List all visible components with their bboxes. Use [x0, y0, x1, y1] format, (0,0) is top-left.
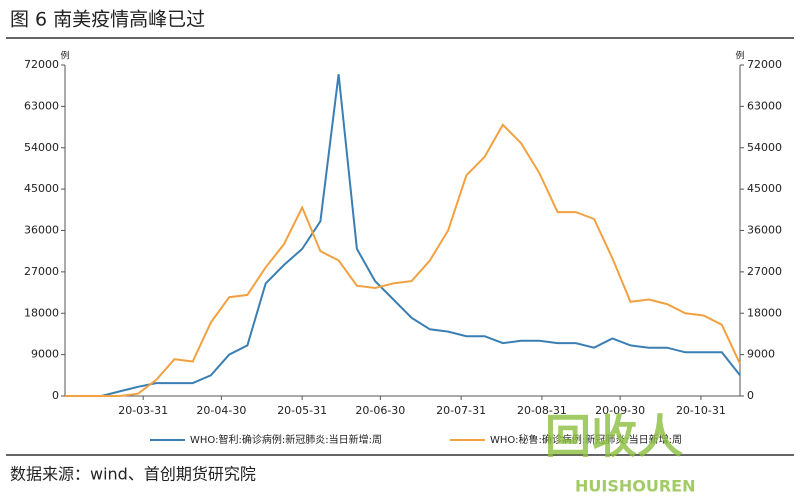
y-tick-label: 72000	[24, 58, 59, 71]
series-line	[65, 74, 741, 397]
x-tick-label: 20-03-31	[118, 404, 168, 417]
y2-tick-label: 0	[747, 389, 754, 402]
watermark: 回收人 HUISHOUREN	[545, 410, 695, 496]
y-tick-label: 36000	[24, 224, 59, 237]
x-tick-label: 20-06-30	[355, 404, 405, 417]
legend-label: WHO:智利:确诊病例:新冠肺炎:当日新增:周	[190, 433, 382, 446]
y2-unit: 例	[735, 50, 744, 62]
y-tick-label: 27000	[24, 265, 59, 278]
y2-tick-label: 63000	[747, 99, 782, 112]
y-tick-label: 45000	[24, 182, 59, 195]
x-tick-label: 20-09-30	[595, 404, 645, 417]
watermark-text: 回收人	[545, 410, 683, 464]
x-tick-label: 20-05-31	[277, 404, 327, 417]
y-unit: 例	[60, 50, 69, 62]
y2-tick-label: 18000	[747, 306, 782, 319]
y2-tick-label: 54000	[747, 141, 782, 154]
y-tick-label: 9000	[31, 348, 59, 361]
x-tick-label: 20-04-30	[196, 404, 246, 417]
x-tick-label: 20-08-31	[517, 404, 567, 417]
y2-tick-label: 72000	[747, 58, 782, 71]
y-tick-label: 54000	[24, 141, 59, 154]
x-tick-label: 20-10-31	[676, 404, 726, 417]
series-line	[65, 123, 741, 397]
y2-tick-label: 45000	[747, 182, 782, 195]
y-tick-label: 18000	[24, 306, 59, 319]
y-tick-label: 63000	[24, 99, 59, 112]
legend-label: WHO:秘鲁:确诊病例:新冠肺炎:当日新增:周	[490, 433, 682, 446]
chart-title: 图 6 南美疫情高峰已过	[10, 9, 205, 31]
y2-tick-label: 36000	[747, 224, 782, 237]
x-tick-label: 20-07-31	[436, 404, 486, 417]
y2-tick-label: 9000	[747, 348, 775, 361]
watermark-subtext: HUISHOUREN	[575, 477, 695, 496]
source-note: 数据来源：wind、首创期货研究院	[10, 465, 256, 484]
y-tick-label: 0	[52, 389, 59, 402]
y2-tick-label: 27000	[747, 265, 782, 278]
